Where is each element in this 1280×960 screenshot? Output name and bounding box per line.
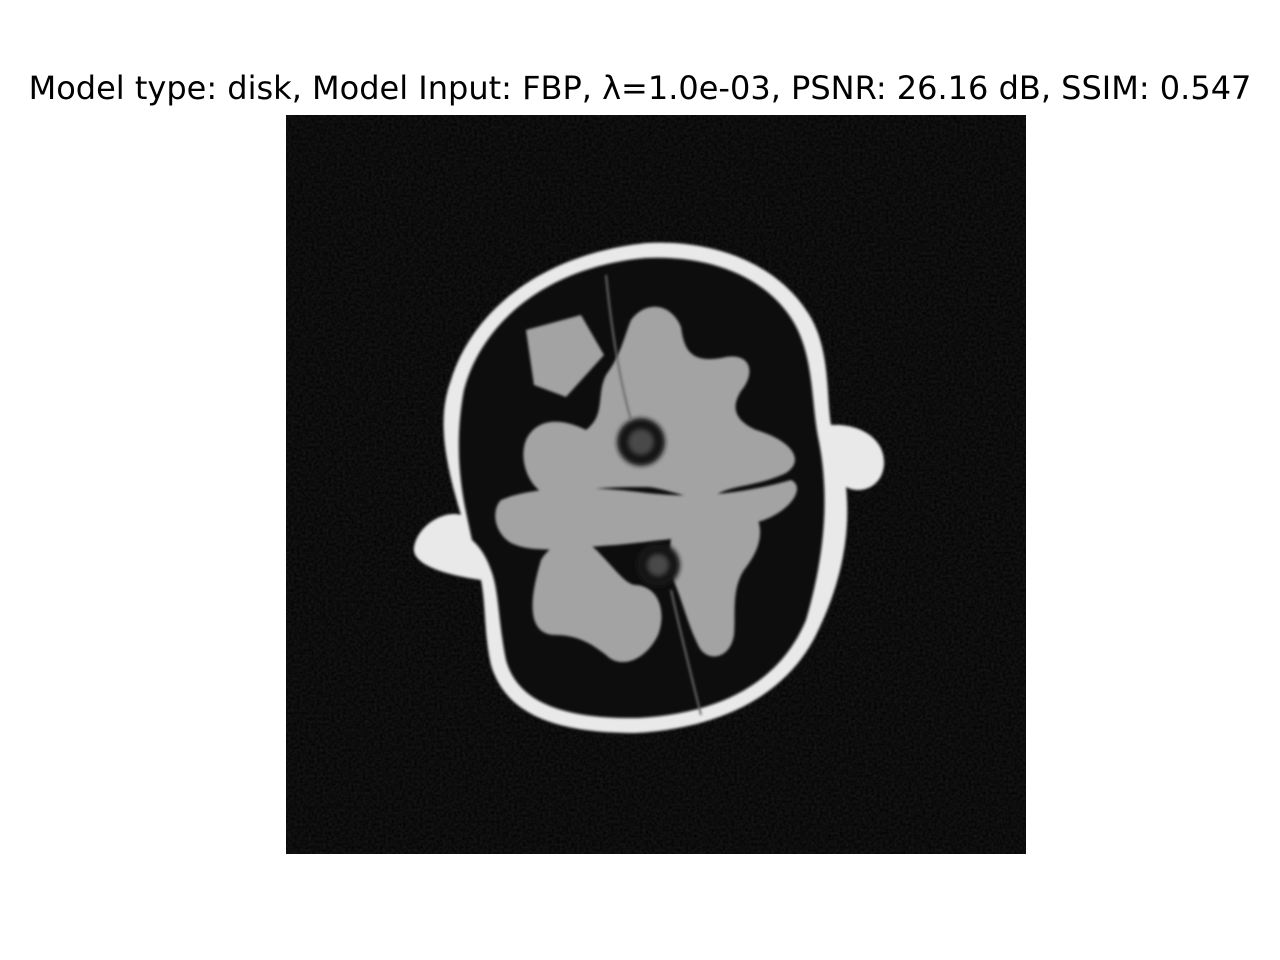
figure-title: Model type: disk, Model Input: FBP, λ=1.… [28,69,1252,107]
brain-tissue [495,306,797,663]
ct-reconstruction-image [286,115,1026,854]
midline-line [605,274,702,716]
ventricles [617,418,680,587]
ct-image-svg [286,115,1026,854]
